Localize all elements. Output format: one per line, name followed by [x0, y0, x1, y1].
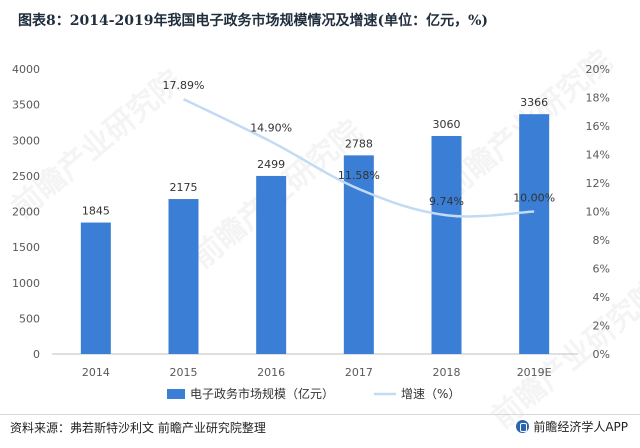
legend-bar-label: 电子政务市场规模（亿元） — [190, 386, 334, 401]
y-right-tick-label: 2% — [593, 320, 610, 333]
line-value-label: 17.89% — [163, 79, 205, 92]
chart-title: 图表8：2014-2019年我国电子政务市场规模情况及增速(单位：亿元，%) — [18, 13, 489, 29]
bar-labels: 1845 2175 2499 2788 3060 3366 — [82, 96, 548, 217]
line-value-label: 10.00% — [513, 192, 555, 205]
x-tick-label: 2017 — [345, 366, 373, 379]
x-tick-label: 2016 — [257, 366, 285, 379]
bar — [80, 222, 111, 354]
legend-line-label: 增速（%） — [401, 387, 460, 401]
left-axis-ticks: 0 500 1000 1500 2000 2500 3000 3500 4000 — [12, 63, 40, 361]
x-tick-label: 2015 — [170, 366, 198, 379]
bar — [168, 199, 199, 354]
growth-line — [182, 97, 535, 218]
bar-value-label: 1845 — [82, 205, 110, 218]
line-labels: 17.89% 14.90% 11.58% 9.74% 10.00% — [163, 79, 556, 208]
y-right-tick-label: 8% — [593, 234, 610, 247]
bar-value-label: 3060 — [433, 118, 461, 131]
legend-bar-swatch — [167, 389, 185, 399]
x-tick-labels: 2014 2015 2016 2017 2018 2019E — [82, 366, 552, 379]
y-right-tick-label: 0% — [593, 348, 610, 361]
line-value-label: 14.90% — [250, 122, 292, 135]
bars — [80, 114, 550, 354]
line-value-label: 11.58% — [338, 169, 380, 182]
footer-divider — [0, 414, 640, 415]
bar — [431, 135, 462, 354]
bar — [256, 175, 287, 354]
y-right-tick-label: 14% — [586, 149, 610, 162]
y-left-tick-label: 3000 — [12, 134, 40, 147]
right-axis-ticks: 0% 2% 4% 6% 8% 10% 12% 14% 16% 18% 20% — [586, 63, 610, 361]
y-left-tick-label: 2500 — [12, 170, 40, 183]
brand-name: 前瞻经济学人APP — [533, 420, 628, 434]
bar-value-label: 2788 — [345, 137, 373, 150]
y-right-tick-label: 12% — [586, 177, 610, 190]
y-left-tick-label: 0 — [33, 348, 40, 361]
brand-logo-icon — [516, 420, 530, 433]
y-left-tick-label: 1000 — [12, 277, 40, 290]
x-tick-label: 2019E — [517, 366, 552, 379]
bar-value-label: 2499 — [257, 158, 285, 171]
x-tick-label: 2014 — [82, 366, 110, 379]
y-right-tick-label: 18% — [586, 92, 610, 105]
y-left-tick-label: 500 — [19, 312, 40, 325]
bar-value-label: 2175 — [170, 181, 198, 194]
line-value-label: 9.74% — [429, 195, 464, 208]
source-note: 资料来源：弗若斯特沙利文 前瞻产业研究院整理 — [10, 421, 266, 435]
brand: 前瞻经济学人APP — [516, 418, 628, 435]
bar-value-label: 3366 — [520, 96, 548, 109]
y-right-tick-label: 20% — [586, 63, 610, 76]
y-right-tick-label: 10% — [586, 206, 610, 219]
y-right-tick-label: 4% — [593, 291, 610, 304]
combo-chart: 0 500 1000 1500 2000 2500 3000 3500 4000 0% 2% 4% 6… — [12, 63, 610, 401]
y-left-tick-label: 2000 — [12, 206, 40, 219]
legend: 电子政务市场规模（亿元） 增速（%） — [167, 386, 460, 401]
y-left-tick-label: 4000 — [12, 63, 40, 76]
y-left-tick-label: 3500 — [12, 99, 40, 112]
y-right-tick-label: 6% — [593, 263, 610, 276]
bar — [519, 114, 550, 354]
y-left-tick-label: 1500 — [12, 241, 40, 254]
x-tick-label: 2018 — [433, 366, 461, 379]
y-right-tick-label: 16% — [586, 120, 610, 133]
